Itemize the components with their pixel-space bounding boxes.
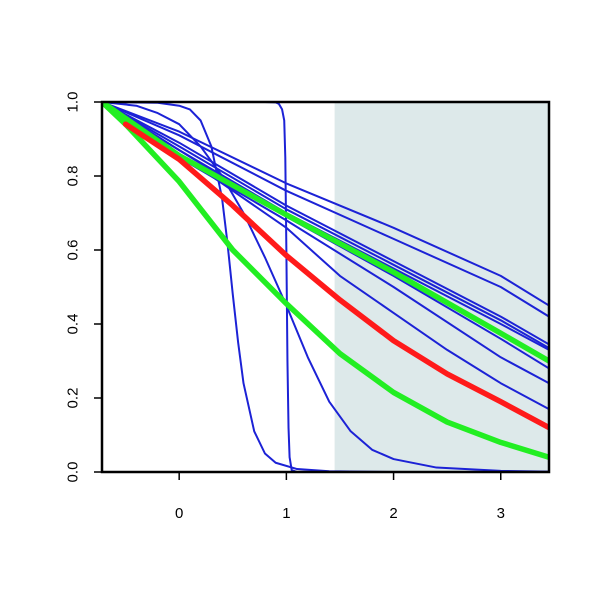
blue-line-2	[102, 102, 549, 346]
blue-line-0	[102, 102, 549, 307]
series-layer	[102, 102, 549, 472]
blue-line-1	[102, 102, 549, 318]
y-tick-label: 0.6	[65, 240, 82, 261]
x-tick-label: 1	[282, 505, 290, 522]
red-line-13	[122, 121, 549, 431]
axes-layer: 0 1 2 3 0.0 0.2 0.4 0.6 0.8 1.0	[65, 92, 551, 522]
green-line-12	[102, 102, 549, 460]
y-tick-label: 0.0	[65, 462, 82, 483]
x-tick-label: 2	[389, 505, 397, 522]
y-tick-label: 1.0	[65, 92, 82, 113]
green-line-11	[102, 102, 549, 364]
y-tick-label: 0.2	[65, 388, 82, 409]
y-tick-label: 0.8	[65, 166, 82, 187]
y-tick-label: 0.4	[65, 314, 82, 335]
x-tick-label: 3	[497, 505, 505, 522]
blue-line-3	[102, 102, 549, 350]
blue-line-9	[102, 102, 549, 472]
plot-frame	[100, 100, 551, 474]
x-tick-label: 0	[175, 505, 183, 522]
